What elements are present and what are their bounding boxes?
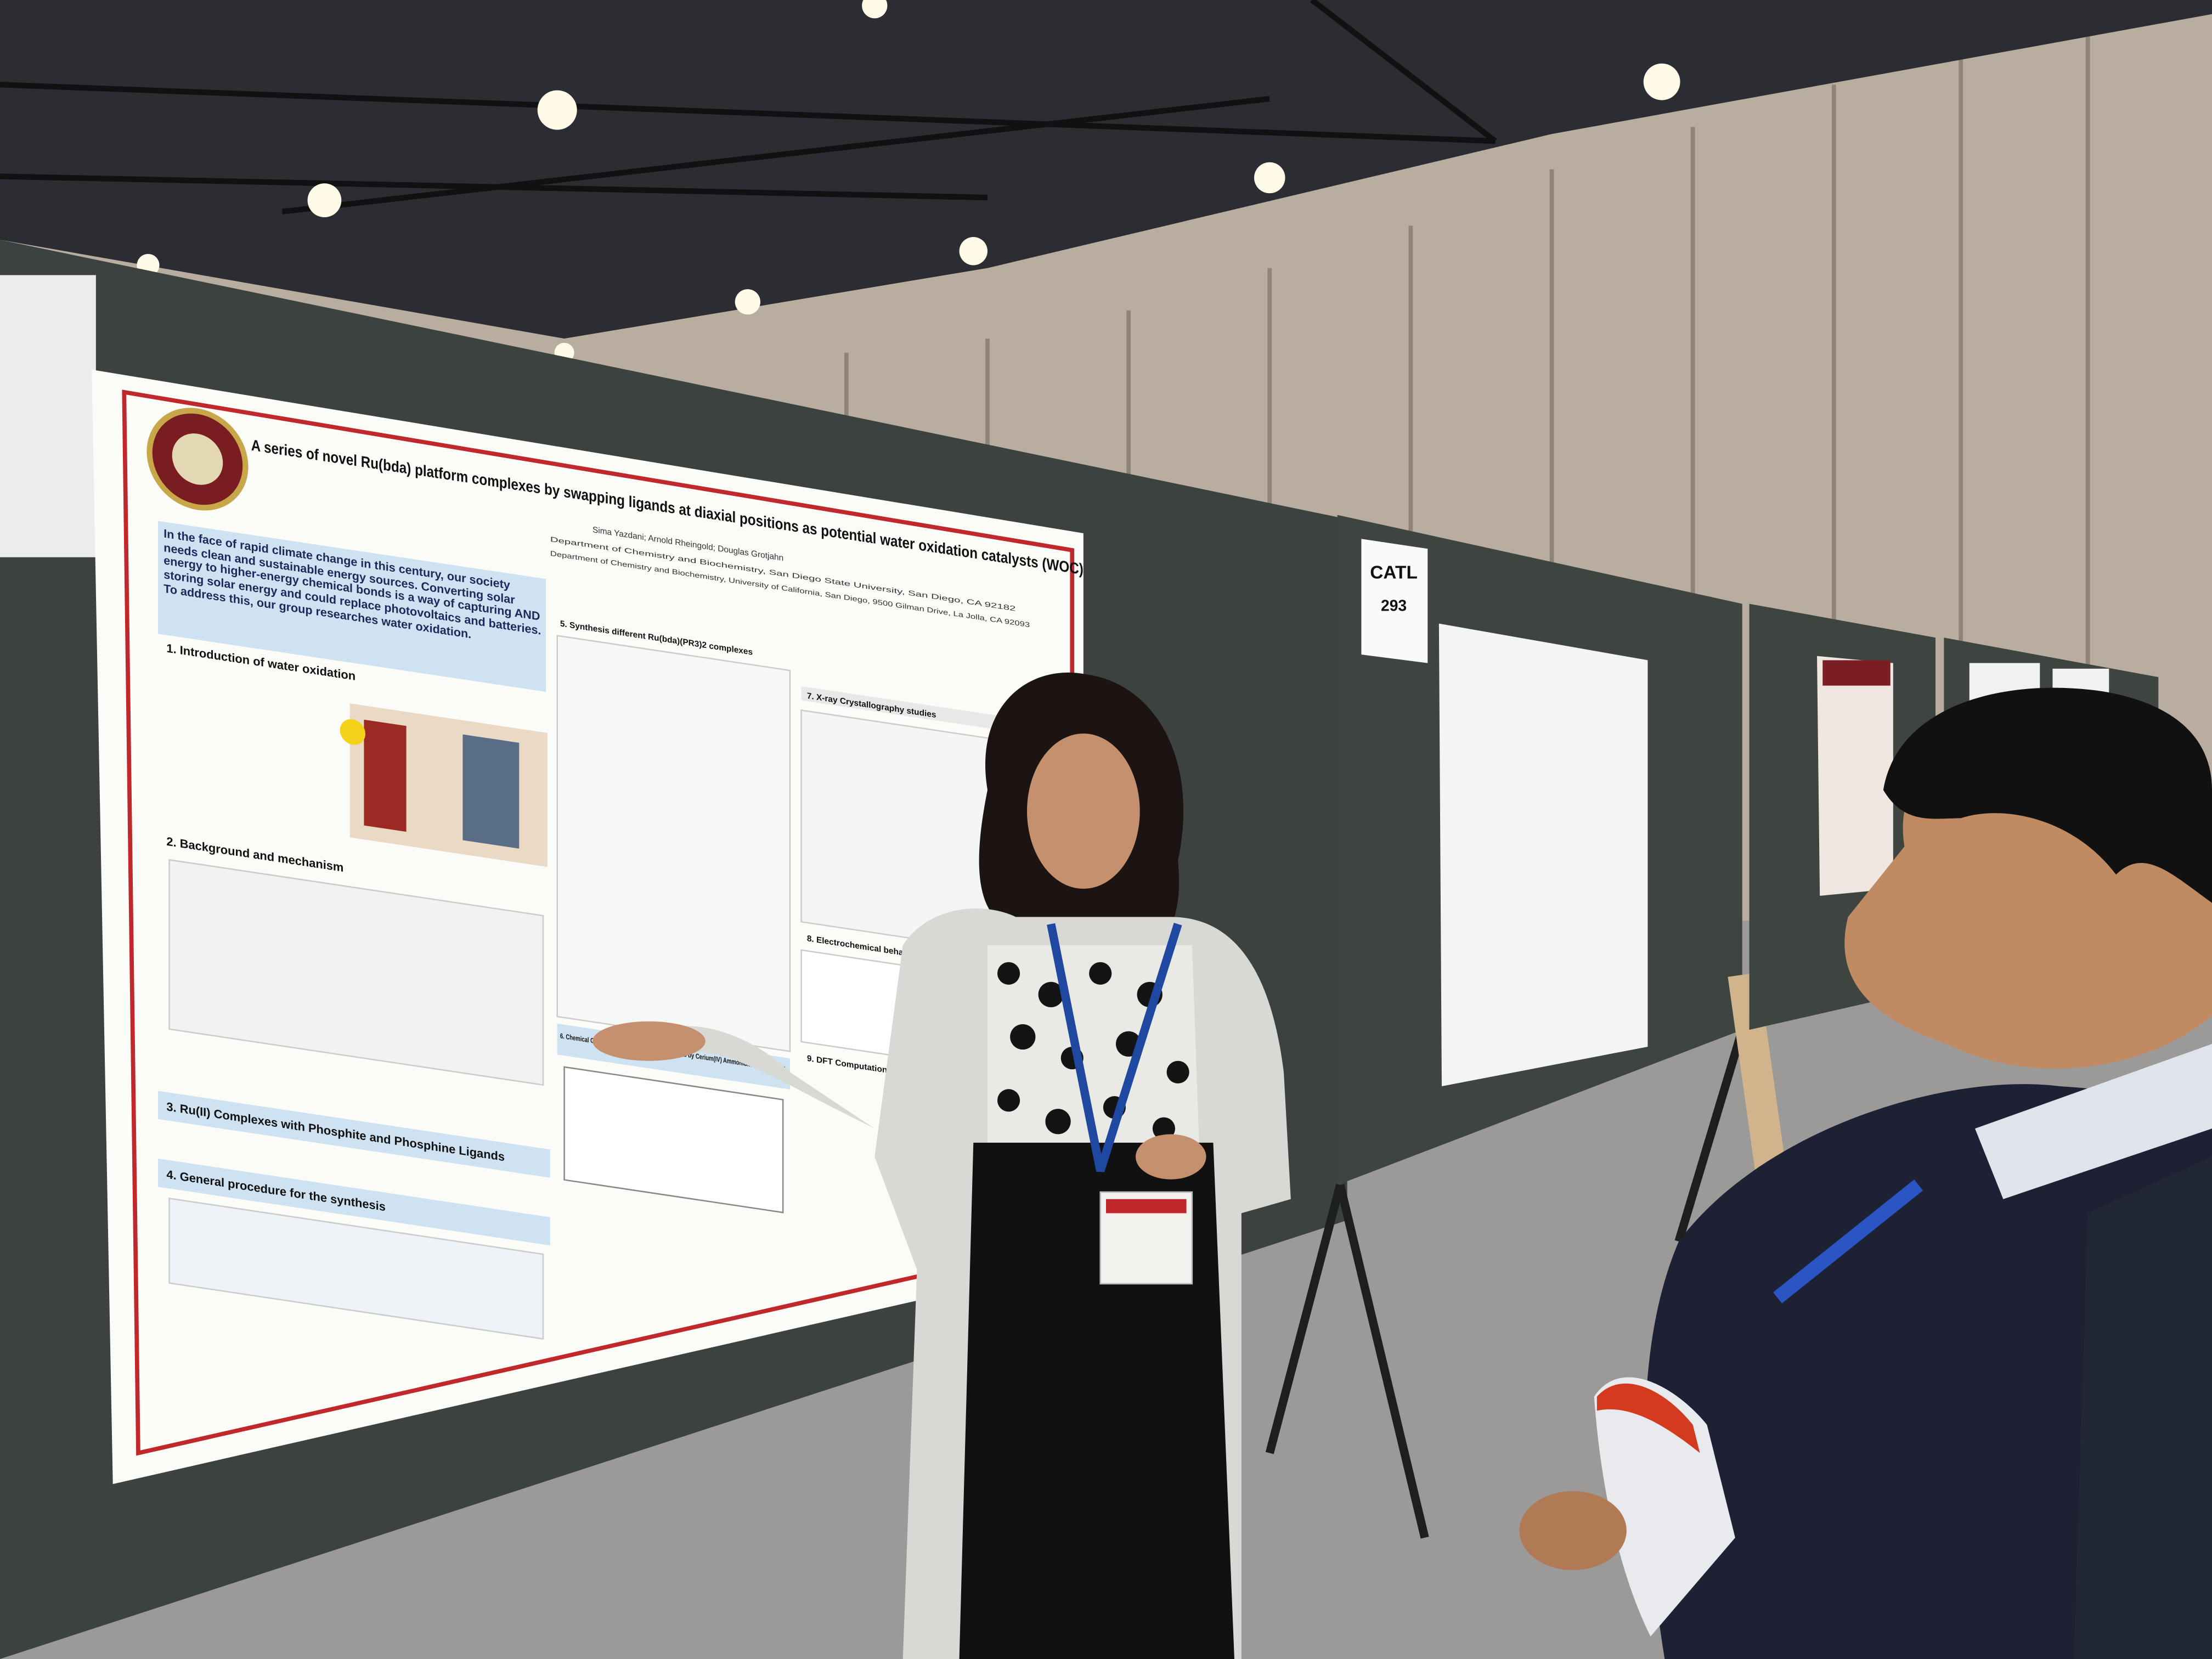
- sun-icon: [340, 719, 365, 745]
- lanyard: [1047, 922, 1182, 1172]
- hand: [1136, 1134, 1206, 1180]
- booklet: [1594, 1377, 1735, 1637]
- figure: [364, 719, 407, 832]
- figure: [462, 734, 520, 849]
- skirt: [959, 1142, 1234, 1659]
- section-bar: [158, 1158, 550, 1246]
- mechanism-figure: [168, 859, 544, 1086]
- badge-band: [1106, 1199, 1187, 1214]
- lanyard: [1773, 1179, 1923, 1304]
- section-bar: [158, 1091, 550, 1178]
- poster: [1817, 656, 1893, 896]
- neighbor-poster-edge: [0, 275, 96, 557]
- oxidation-plot: [563, 1066, 784, 1214]
- synthesis-figure: [168, 1197, 544, 1340]
- booklet-cover: [1596, 1383, 1700, 1453]
- visitor: [1519, 687, 2212, 1659]
- intro-box: [158, 521, 546, 692]
- poster: [1438, 623, 1648, 1086]
- seal-center: [172, 433, 223, 485]
- shirt: [1645, 1084, 2212, 1659]
- structures-figure: [556, 635, 791, 1052]
- hair: [1883, 687, 2212, 903]
- presenter: [592, 672, 1291, 1659]
- face: [1027, 733, 1140, 889]
- hand: [1519, 1491, 1627, 1570]
- backpack-strap: [2074, 1156, 2212, 1659]
- sign-number: 293: [1381, 596, 1407, 614]
- arm: [663, 1026, 875, 1129]
- sign-card: [1361, 539, 1428, 663]
- sign-code: CATL: [1370, 562, 1418, 583]
- collar: [1975, 1043, 2212, 1199]
- hand: [592, 1021, 706, 1061]
- poster-header: [1822, 660, 1891, 686]
- ceiling-truss: [0, 0, 1497, 215]
